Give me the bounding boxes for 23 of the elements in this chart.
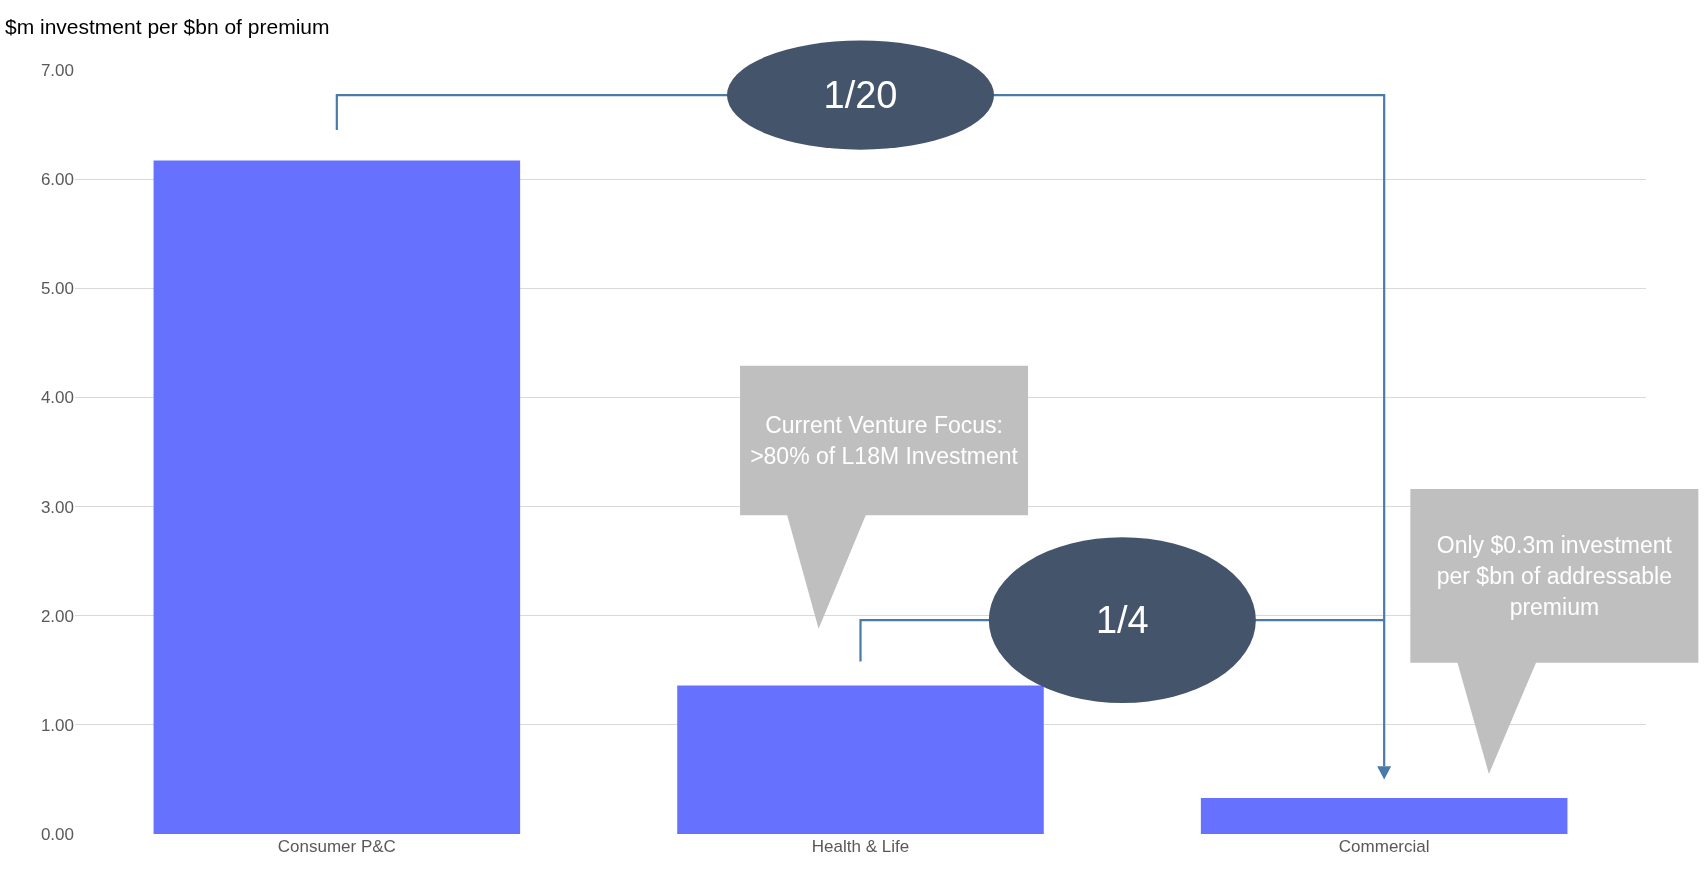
y-axis-title: $m investment per $bn of premium [5, 15, 330, 38]
y-tick-label: 0.00 [40, 824, 74, 844]
bar [153, 160, 521, 834]
speech-callout: Only $0.3m investment per $bn of addressable premium [1410, 489, 1699, 774]
y-tick-label: 6.00 [40, 170, 74, 190]
x-tick-label: Health & Life [811, 837, 910, 856]
bar [1200, 797, 1568, 834]
speech-callout: Current Venture Focus: >80% of L18M Investment [740, 365, 1029, 629]
y-tick-label: 4.00 [40, 388, 74, 408]
annotation: 1/20 [823, 74, 898, 117]
y-tick-label: 7.00 [40, 60, 74, 80]
annotation: 1/4 [1095, 599, 1149, 642]
x-tick-label: Consumer P&C [277, 837, 396, 856]
y-tick-label: 5.00 [40, 279, 74, 299]
annotation: Current Venture Focus: >80% of L18M Investment [750, 412, 1019, 470]
y-tick-label: 3.00 [40, 497, 74, 517]
x-tick-label: Commercial [1338, 837, 1430, 856]
y-tick-label: 2.00 [40, 606, 74, 626]
ellipse-bubble: 1/20 [726, 40, 995, 150]
annotation: Only $0.3m investment per $bn of addressable premium [1436, 531, 1673, 620]
bar [677, 685, 1044, 834]
ellipse-bubble: 1/4 [988, 537, 1256, 704]
y-tick-label: 1.00 [40, 715, 74, 735]
